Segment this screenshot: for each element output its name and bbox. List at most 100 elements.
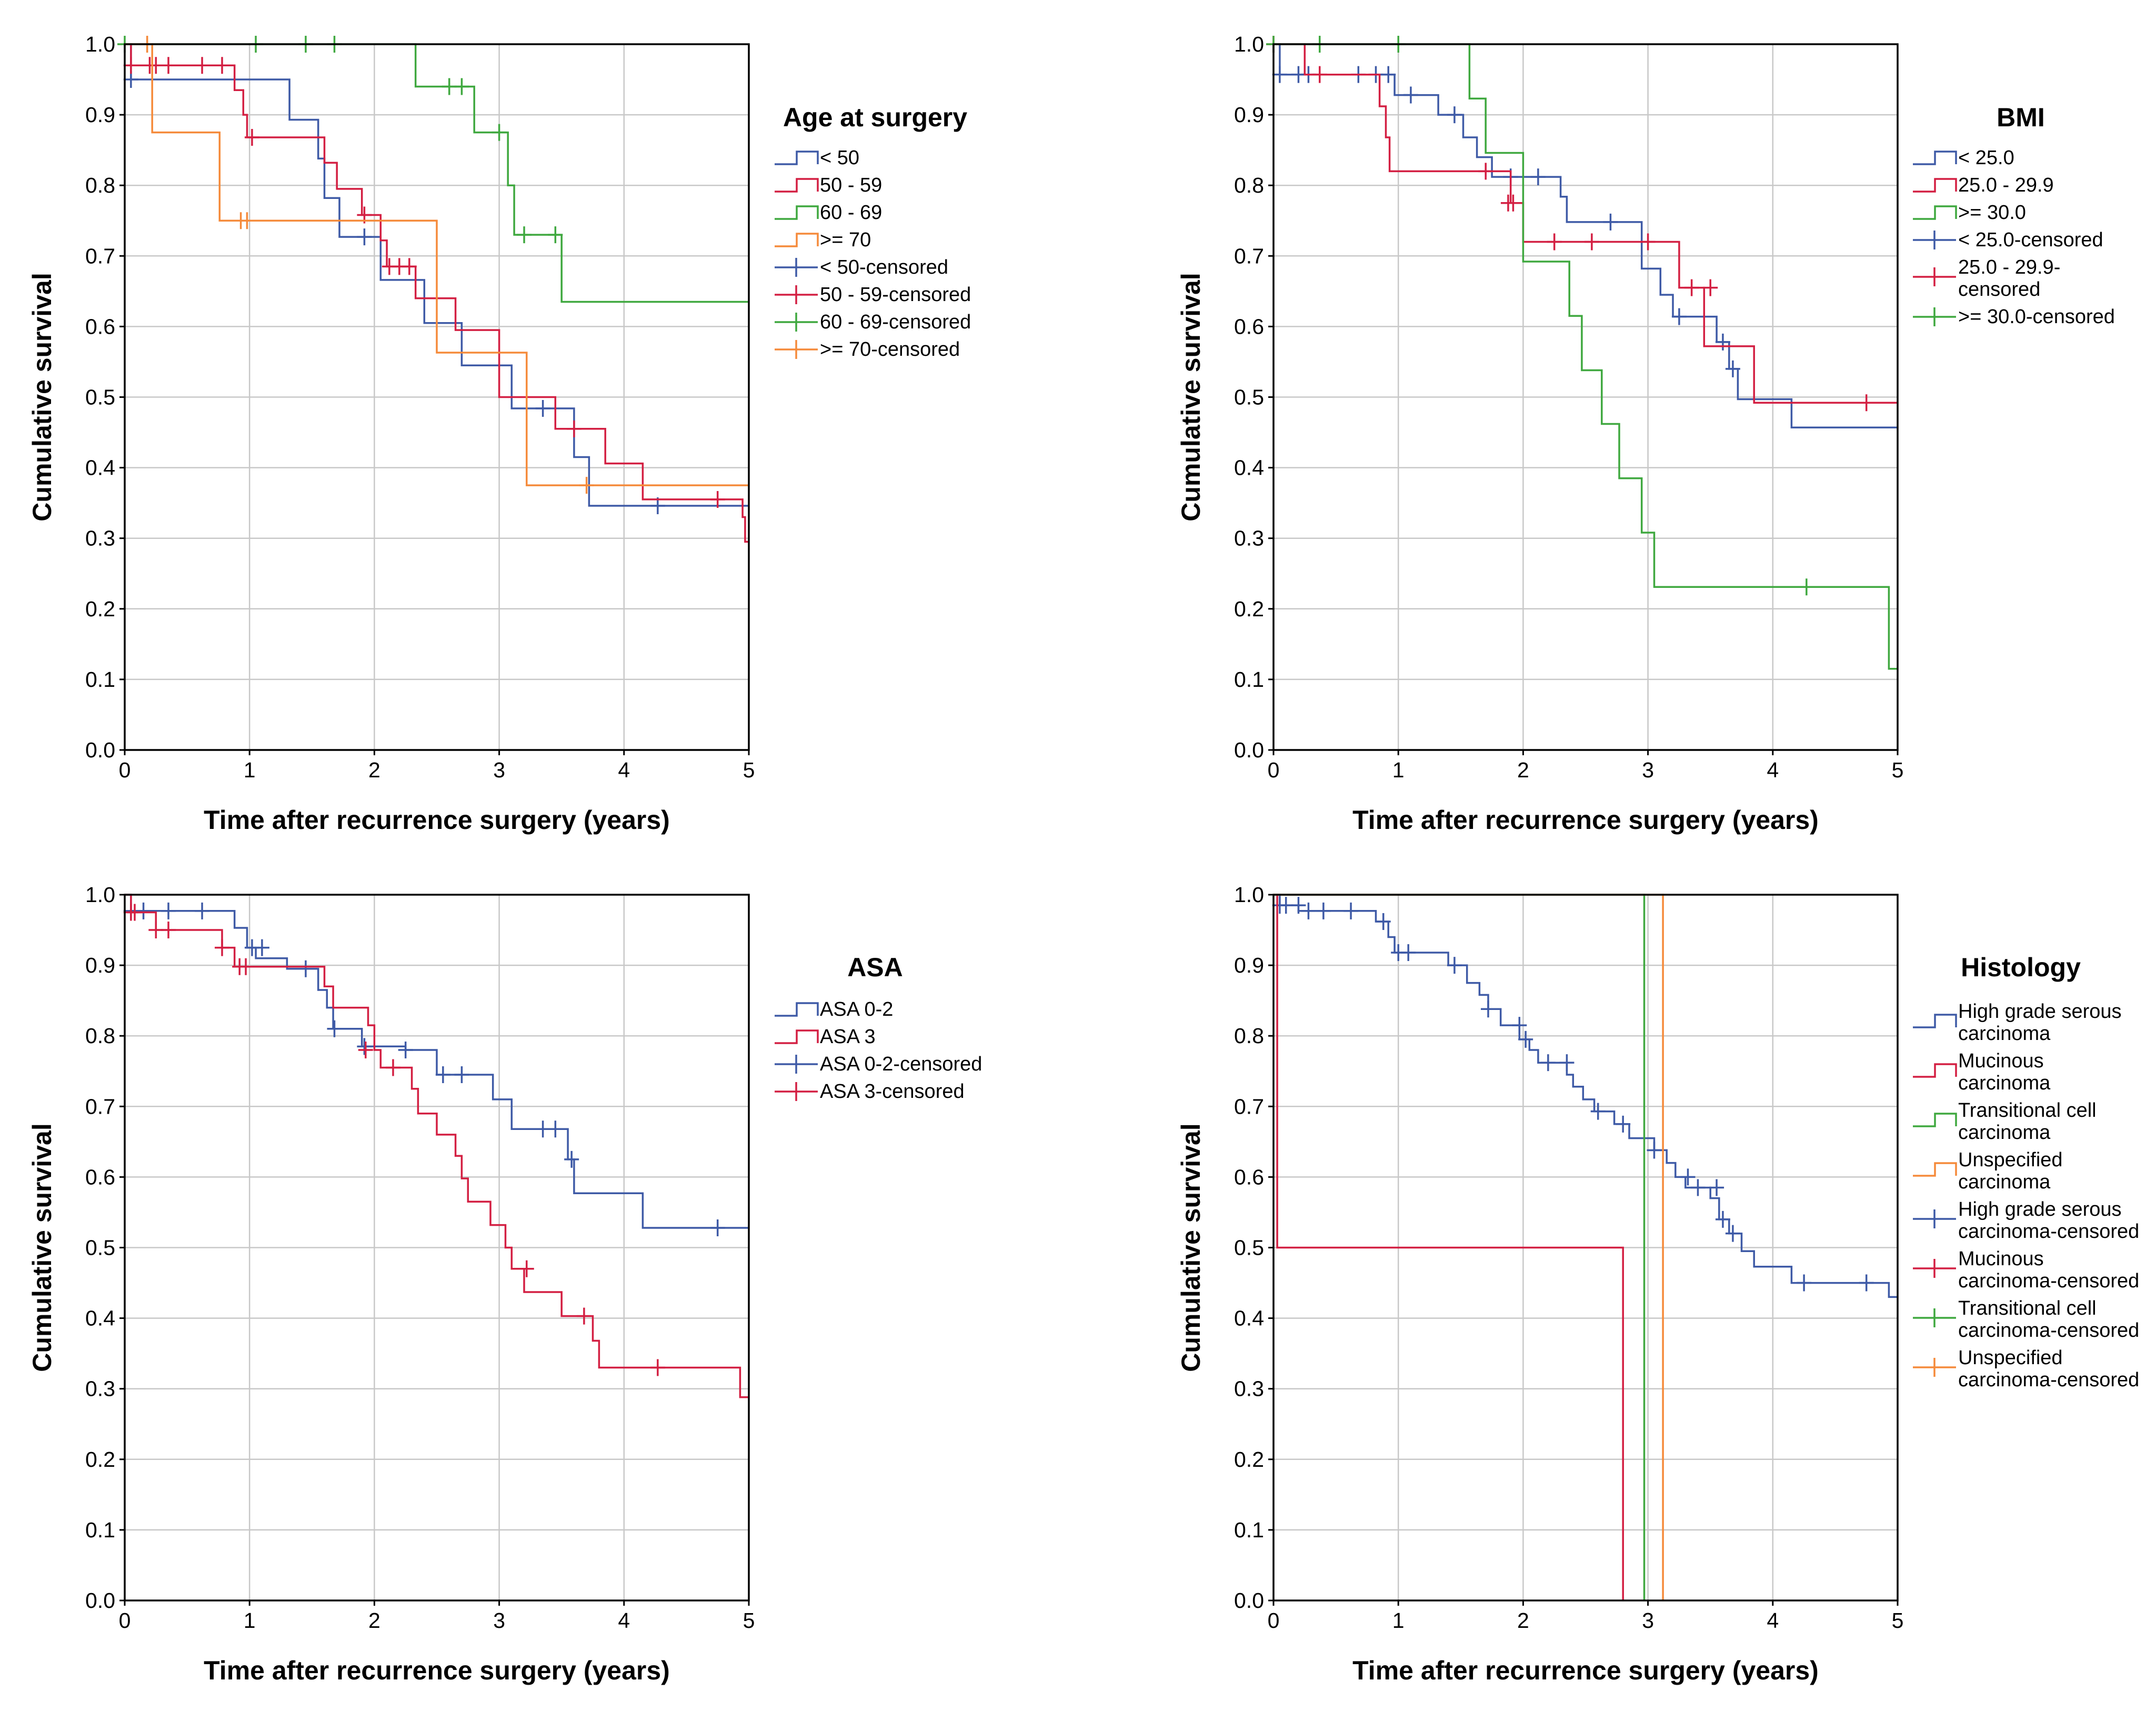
y-tick-label: 0.0 [1234, 1588, 1264, 1613]
censor-mark [442, 78, 457, 95]
legend-title: ASA [847, 953, 903, 982]
censor-mark [1376, 913, 1391, 930]
censor-mark [1799, 578, 1814, 596]
censor-mark [1530, 168, 1546, 186]
legend-label: >= 70 [820, 229, 871, 251]
legend-line-symbol [1913, 178, 1957, 193]
censor-mark [650, 1359, 665, 1376]
censor-mark [492, 124, 507, 141]
censor-mark [1301, 902, 1316, 919]
legend-label: < 50 [820, 147, 859, 169]
censor-mark [1590, 1103, 1606, 1120]
y-tick-label: 0.1 [85, 667, 115, 692]
legend-censor-symbol [775, 1055, 818, 1074]
y-tick-label: 0.3 [85, 526, 115, 551]
censor-mark [358, 1042, 373, 1059]
y-tick-label: 0.9 [85, 953, 115, 977]
legend-label: Transitional cell carcinoma-censoredTran… [1958, 1297, 2139, 1342]
x-tick-label: 0 [1268, 1608, 1280, 1633]
x-tick-label: 1 [1392, 758, 1405, 782]
x-tick-label: 5 [1892, 1608, 1904, 1633]
censor-mark [1518, 1030, 1533, 1048]
legend-title: Age at surgery [783, 103, 967, 132]
censor-mark [357, 1038, 372, 1055]
censor-mark [215, 939, 230, 956]
censor-mark [1512, 1017, 1527, 1034]
censor-mark [238, 958, 254, 975]
km-panel-4: 0 1 2 3 4 5 0.0 0.1 0.2 0.3 0.4 0.5 0.6 0.7 0.8 0.9 1.0 T… [1176, 883, 2139, 1685]
censor-mark [161, 57, 176, 74]
censor-mark [1715, 1210, 1730, 1228]
censor-mark [161, 902, 176, 919]
legend-line-symbol [775, 178, 819, 193]
y-tick-label: 0.5 [1234, 1236, 1264, 1260]
censor-mark [1584, 233, 1599, 251]
legend-censor-symbol [775, 258, 818, 277]
legend: BMI < 25.0 25.0 - 29.9 >= 30.0 < 25.0-censor… [1913, 103, 2115, 328]
x-tick-label: 0 [119, 1608, 131, 1633]
legend-label: 25.0 - 29.9 [1958, 174, 2054, 196]
y-tick-label: 0.6 [1234, 314, 1264, 338]
x-tick-label: 2 [1517, 1608, 1529, 1633]
y-tick-label: 0.1 [1234, 667, 1264, 692]
censor-mark [1859, 394, 1874, 412]
censor-mark [123, 57, 138, 74]
y-tick-label: 0.6 [85, 1165, 115, 1189]
censor-mark [1725, 1225, 1740, 1242]
legend: Age at surgery < 50 50 - 59 60 - 69 >= 70 < 5… [775, 103, 971, 361]
censor-mark [519, 1260, 534, 1277]
legend-censor-symbol [1913, 1358, 1956, 1377]
legend-label: < 25.0 [1958, 147, 2014, 169]
x-tick-label: 3 [1642, 758, 1654, 782]
legend-label: ASA 3 [820, 1026, 876, 1048]
legend-line-symbol [1913, 1063, 1957, 1078]
km-panel-3: 0 1 2 3 4 5 0.0 0.1 0.2 0.3 0.4 0.5 0.6 0.7 0.8 0.9 1.0 T… [27, 883, 982, 1685]
legend-censor-symbol [775, 340, 818, 359]
censor-mark [454, 1066, 469, 1083]
legend-label: Unspecified carcinoma-censoredUnspecifie… [1958, 1347, 2139, 1391]
km-curve-60-69 [125, 43, 749, 303]
censor-mark [564, 1150, 579, 1168]
legend-label: 50 - 59-censored [820, 284, 971, 306]
censor-mark [435, 1066, 450, 1083]
legend-label: >= 30.0 [1958, 202, 2026, 224]
y-tick-label: 0.3 [85, 1377, 115, 1401]
censor-mark [1272, 66, 1287, 83]
km-curve--50 [125, 43, 749, 507]
legend: ASA ASA 0-2 ASA 3 ASA 0-2-censored ASA 3-cen… [775, 953, 982, 1103]
censor-mark [298, 960, 313, 977]
legend-label: >= 30.0-censored [1958, 306, 2115, 328]
legend-label: ASA 0-2 [820, 998, 893, 1020]
legend-censor-symbol [775, 313, 818, 332]
plot-frame [124, 43, 750, 751]
x-tick-label: 1 [244, 758, 256, 782]
censor-mark [195, 57, 210, 74]
censor-mark [148, 57, 164, 74]
censor-mark [548, 1120, 563, 1138]
y-axis-title: Cumulative survival [1176, 273, 1206, 521]
censor-mark [1447, 106, 1462, 124]
censor-mark [215, 57, 230, 74]
censor-mark [579, 477, 594, 494]
y-tick-label: 0.5 [1234, 385, 1264, 409]
legend-label: ASA 3-censored [820, 1080, 965, 1103]
y-tick-label: 0.1 [1234, 1518, 1264, 1542]
censor-mark [1540, 1054, 1556, 1072]
x-tick-label: 4 [618, 1608, 630, 1633]
censor-mark [548, 226, 563, 244]
x-tick-label: 0 [119, 758, 131, 782]
censor-mark [1603, 213, 1618, 231]
y-tick-label: 0.4 [85, 456, 115, 480]
legend-censor-symbol [1913, 231, 1956, 249]
censor-mark [1559, 1054, 1575, 1072]
legend-censor-symbol [775, 1082, 818, 1101]
y-tick-label: 0.7 [1234, 1094, 1264, 1118]
censor-mark [1343, 902, 1359, 919]
censor-mark [123, 71, 138, 88]
km-curve--70 [125, 43, 749, 486]
censor-mark [1447, 957, 1462, 974]
